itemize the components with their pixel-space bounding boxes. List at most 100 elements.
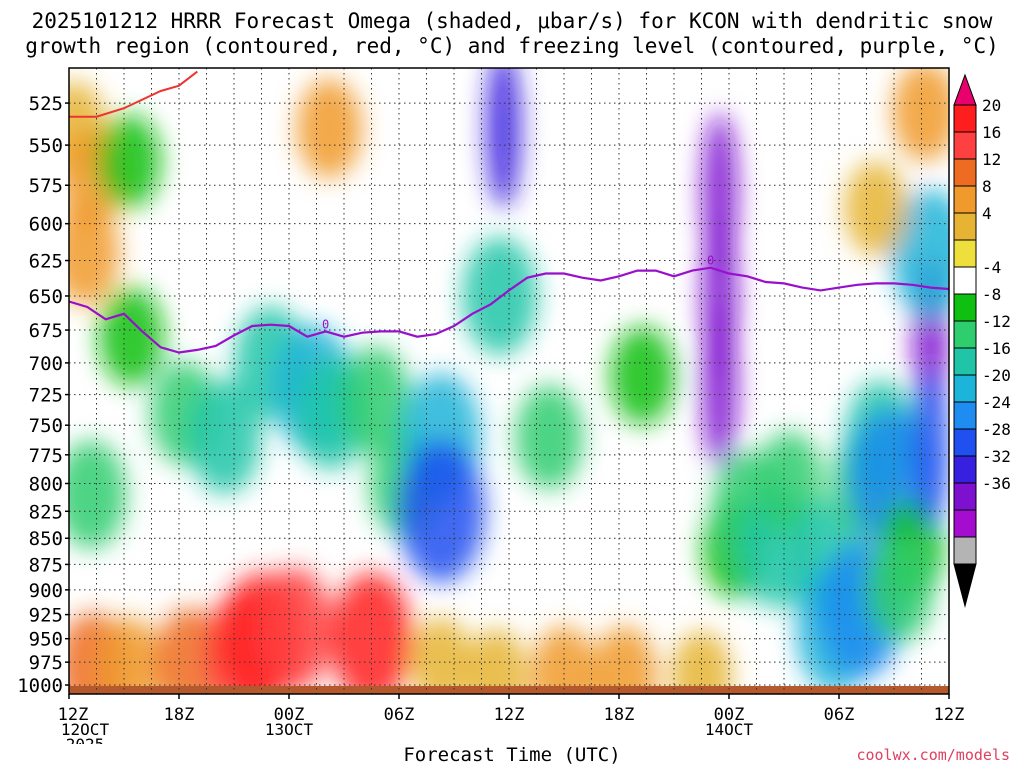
omega-shading bbox=[69, 68, 949, 694]
colorbar-label-5: -4 bbox=[982, 258, 1001, 277]
omega-cell-29 bbox=[591, 626, 658, 694]
y-axis: 525 550 575 600 625 650 675 700 725 750 775 800 825 8… bbox=[17, 93, 69, 697]
grid-lines bbox=[69, 68, 949, 694]
y-tick-label-875: 875 bbox=[29, 554, 63, 576]
x-tick-label-8: 12Z bbox=[934, 705, 965, 725]
colorbar-segment-15 bbox=[953, 482, 977, 511]
y-tick-label-900: 900 bbox=[29, 580, 63, 602]
colorbar-label-6: -8 bbox=[982, 285, 1001, 304]
colorbar-segment-5 bbox=[953, 212, 977, 241]
y-tick-label-600: 600 bbox=[29, 214, 63, 236]
colorbar-top-arrow bbox=[953, 73, 977, 106]
omega-cell-24 bbox=[485, 68, 522, 209]
x-axis: 12Z18Z00Z06Z12Z18Z00Z06Z12Z12OCT202513OC… bbox=[58, 694, 965, 744]
colorbar-label-10: -24 bbox=[982, 393, 1011, 412]
freezing-level-label-1: 0 bbox=[707, 254, 714, 268]
freezing-level-label-0: 0 bbox=[322, 317, 329, 331]
omega-cell-33 bbox=[701, 113, 738, 274]
y-tick-label-1000: 1000 bbox=[17, 675, 63, 697]
x-axis-title: Forecast Time (UTC) bbox=[403, 744, 621, 766]
x-date-label-0: 12OCT bbox=[61, 720, 110, 739]
x-tick-label-7: 06Z bbox=[824, 705, 855, 725]
colorbar-label-3: 8 bbox=[982, 177, 992, 196]
freezing-level-labels: 00 bbox=[322, 254, 714, 332]
colorbar-segment-12 bbox=[953, 401, 977, 430]
y-tick-label-800: 800 bbox=[29, 473, 63, 495]
colorbar-label-9: -20 bbox=[982, 366, 1011, 385]
x-date-label-3: 14OCT bbox=[705, 720, 754, 739]
colorbar-label-8: -16 bbox=[982, 339, 1011, 358]
colorbar-label-11: -28 bbox=[982, 420, 1011, 439]
colorbar-segment-16 bbox=[953, 509, 977, 538]
y-tick-label-775: 775 bbox=[29, 445, 63, 467]
colorbar-segment-11 bbox=[953, 374, 977, 403]
omega-cell-26 bbox=[464, 628, 528, 694]
credit-text: coolwx.com/models bbox=[856, 746, 1010, 764]
x-tick-label-5: 18Z bbox=[604, 705, 635, 725]
dendritic-growth-contour bbox=[69, 70, 198, 118]
y-tick-label-550: 550 bbox=[29, 135, 63, 157]
omega-cell-18 bbox=[339, 346, 411, 456]
omega-colorbar: 20 16 12 8 4 -4 -8 -12 -16 -20 -24 -28 -32 -36 bbox=[953, 73, 1011, 608]
colorbar-segment-7 bbox=[953, 266, 977, 295]
y-tick-label-850: 850 bbox=[29, 528, 63, 550]
omega-cell-50 bbox=[844, 161, 908, 256]
omega-cell-19 bbox=[296, 78, 363, 179]
omega-cell-22 bbox=[397, 440, 485, 583]
colorbar-segment-1 bbox=[953, 104, 977, 133]
x-tick-label-2: 00Z bbox=[274, 705, 305, 725]
colorbar-segment-6 bbox=[953, 239, 977, 268]
colorbar-label-1: 16 bbox=[982, 123, 1001, 142]
omega-cell-34 bbox=[701, 308, 738, 469]
colorbar-segment-3 bbox=[953, 158, 977, 187]
omega-cell-6 bbox=[98, 287, 165, 387]
omega-time-height-chart: 00 5255505756006256506757007257507758008… bbox=[17, 67, 1011, 744]
omega-cell-49 bbox=[892, 68, 949, 162]
y-tick-label-975: 975 bbox=[29, 652, 63, 674]
omega-cell-3 bbox=[69, 440, 127, 550]
x-tick-label-0: 12Z bbox=[58, 705, 89, 725]
colorbar-label-12: -32 bbox=[982, 447, 1011, 466]
colorbar-segment-8 bbox=[953, 293, 977, 322]
omega-cell-27 bbox=[515, 385, 584, 490]
colorbar-segment-13 bbox=[953, 428, 977, 457]
contour-lines bbox=[69, 70, 949, 354]
chart-title-line-1: 2025101212 HRRR Forecast Omega (shaded, … bbox=[31, 9, 993, 33]
chart-title-line-2: growth region (contoured, red, °C) and f… bbox=[25, 34, 999, 58]
y-tick-label-650: 650 bbox=[29, 286, 63, 308]
y-tick-label-925: 925 bbox=[29, 605, 63, 627]
omega-cell-31 bbox=[671, 631, 732, 694]
y-tick-label-950: 950 bbox=[29, 629, 63, 651]
omega-cell-14 bbox=[255, 567, 334, 691]
colorbar-segment-4 bbox=[953, 185, 977, 214]
colorbar-label-13: -36 bbox=[982, 474, 1011, 493]
omega-cell-7 bbox=[96, 617, 163, 694]
x-tick-label-1: 18Z bbox=[164, 705, 195, 725]
colorbar-segment-17 bbox=[953, 536, 977, 565]
x-tick-label-6: 00Z bbox=[714, 705, 745, 725]
freezing-level-line bbox=[69, 266, 949, 354]
y-tick-label-525: 525 bbox=[29, 93, 63, 115]
colorbar-label-2: 12 bbox=[982, 150, 1001, 169]
omega-blobs bbox=[69, 68, 949, 694]
x-date-label-2: 13OCT bbox=[265, 720, 314, 739]
colorbar-label-0: 20 bbox=[982, 96, 1001, 115]
x-tick-label-3: 06Z bbox=[384, 705, 415, 725]
omega-cell-28 bbox=[531, 626, 597, 694]
omega-cell-1 bbox=[69, 201, 120, 306]
colorbar-bottom-arrow bbox=[953, 563, 977, 608]
x-date-label-1: 2025 bbox=[66, 735, 105, 744]
x-tick-label-4: 12Z bbox=[494, 705, 525, 725]
y-tick-label-625: 625 bbox=[29, 251, 63, 273]
y-tick-label-575: 575 bbox=[29, 175, 63, 197]
colorbar-segment-9 bbox=[953, 320, 977, 349]
omega-cell-47 bbox=[912, 368, 949, 529]
y-tick-label-750: 750 bbox=[29, 415, 63, 437]
colorbar-segment-2 bbox=[953, 131, 977, 160]
y-tick-label-825: 825 bbox=[29, 501, 63, 523]
colorbar-label-4: 4 bbox=[982, 204, 992, 223]
y-tick-label-725: 725 bbox=[29, 385, 63, 407]
omega-cell-30 bbox=[610, 326, 676, 426]
omega-cell-23 bbox=[410, 617, 472, 694]
y-tick-label-700: 700 bbox=[29, 353, 63, 375]
